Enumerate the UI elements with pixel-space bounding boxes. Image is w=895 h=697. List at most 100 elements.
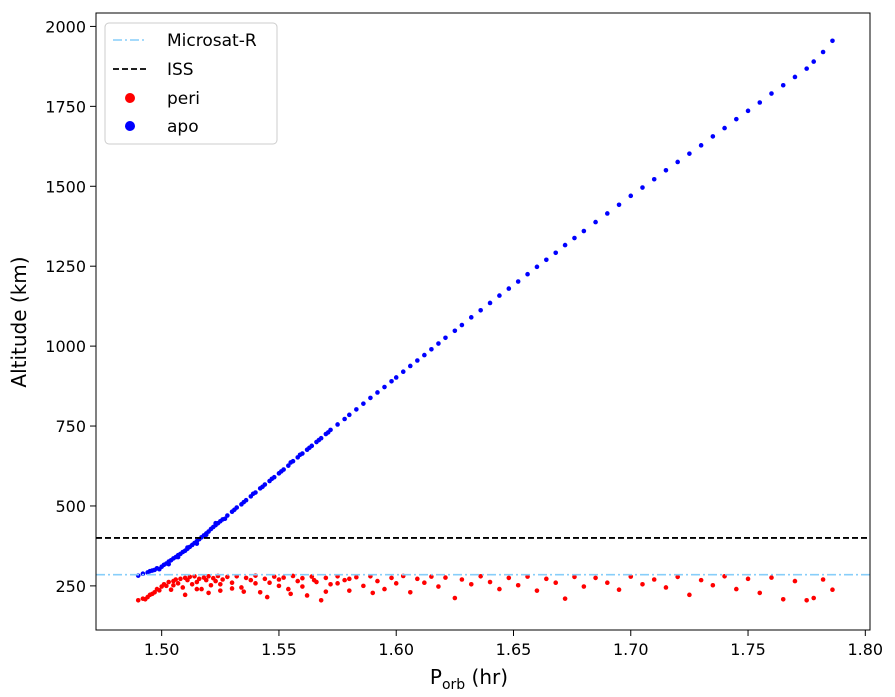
peri-point: [208, 582, 214, 588]
y-tick-label: 1750: [45, 97, 86, 116]
legend-iss-label: ISS: [167, 60, 194, 80]
peri-point: [166, 579, 172, 585]
apo-point: [361, 401, 366, 406]
apo-point: [325, 430, 331, 435]
apo-point: [734, 116, 739, 122]
apo-point: [203, 532, 209, 538]
peri-point: [616, 587, 622, 593]
peri-point: [553, 580, 559, 585]
peri-point: [239, 585, 244, 590]
peri-point: [185, 577, 190, 583]
apo-point: [436, 341, 441, 346]
peri-point: [178, 576, 183, 582]
peri-point: [562, 596, 568, 601]
apo-point: [393, 375, 399, 380]
apo-point: [415, 358, 420, 363]
peri-point: [276, 577, 282, 582]
peri-point: [311, 577, 317, 583]
x-tick-label: 1.65: [496, 640, 532, 659]
peri-point: [780, 597, 786, 602]
x-tick-label: 1.55: [261, 640, 297, 659]
x-axis-label-unit: (hr): [465, 665, 508, 689]
apo-point: [250, 491, 256, 497]
apo-point: [185, 545, 190, 550]
peri-point: [288, 591, 293, 597]
apo-point: [213, 520, 218, 526]
peri-point: [206, 573, 211, 579]
peri-point: [415, 576, 420, 582]
apo-series: [135, 38, 835, 578]
apo-point: [429, 347, 434, 352]
peri-point: [286, 586, 291, 592]
peri-point: [544, 576, 549, 582]
peri-point: [149, 591, 155, 597]
x-tick-label: 1.80: [847, 640, 883, 659]
apo-point: [443, 335, 448, 341]
peri-point: [164, 583, 169, 589]
peri-point: [225, 574, 230, 580]
legend-microsat-r-label: Microsat-R: [167, 31, 257, 51]
apo-point: [342, 416, 347, 422]
peri-point: [452, 595, 458, 601]
apo-point: [422, 352, 427, 358]
peri-point: [347, 576, 352, 582]
peri-point: [811, 595, 817, 601]
peri-point: [135, 597, 141, 603]
peri-point: [323, 575, 329, 581]
peri-point: [187, 574, 193, 580]
peri-point: [213, 578, 218, 584]
peri-point: [276, 583, 282, 589]
apo-point: [628, 193, 634, 199]
apo-point: [297, 452, 303, 458]
apo-point: [830, 38, 835, 44]
peri-point: [142, 597, 148, 602]
apo-point: [544, 257, 549, 263]
apo-point: [175, 554, 181, 560]
peri-point: [370, 590, 376, 596]
peri-point: [189, 581, 195, 587]
x-axis-ticks: 1.50 1.55 1.60 1.65 1.70 1.75 1.80: [144, 630, 883, 659]
apo-point: [157, 566, 162, 572]
apo-point: [792, 74, 798, 80]
peri-point: [347, 588, 352, 593]
apo-point: [616, 202, 622, 208]
peri-point: [581, 584, 587, 589]
apo-point: [149, 568, 155, 573]
peri-point: [830, 587, 835, 593]
apo-point: [769, 91, 774, 96]
peri-point: [229, 586, 235, 591]
peri-point: [382, 586, 387, 592]
x-axis-label: Porb (hr): [430, 665, 508, 693]
apo-point: [194, 541, 200, 546]
peri-point: [422, 580, 427, 585]
y-tick-label: 2000: [45, 17, 86, 36]
apo-point: [389, 378, 394, 384]
apo-point: [534, 264, 540, 270]
apo-point: [335, 422, 340, 427]
peri-point: [487, 579, 493, 585]
peri-point: [182, 592, 188, 598]
peri-point: [323, 589, 329, 594]
apo-point: [581, 228, 587, 234]
peri-point: [335, 581, 340, 586]
peri-point: [199, 586, 204, 592]
apo-point: [288, 460, 293, 465]
peri-point: [687, 592, 692, 598]
peri-point: [328, 581, 333, 587]
peri-point: [443, 575, 448, 580]
peri-point: [804, 597, 809, 603]
peri-point: [745, 576, 751, 582]
peri-point: [262, 576, 268, 582]
peri-point: [468, 581, 474, 587]
peri-point: [241, 589, 247, 594]
peri-point: [257, 589, 263, 595]
apo-point: [553, 250, 559, 256]
peri-point: [253, 581, 258, 586]
peri-point: [407, 589, 413, 595]
legend-peri-marker: [125, 93, 135, 103]
apo-point: [232, 507, 237, 513]
apo-point: [375, 390, 380, 395]
peri-point: [264, 594, 270, 600]
apo-point: [459, 322, 465, 328]
peri-point: [436, 584, 441, 589]
